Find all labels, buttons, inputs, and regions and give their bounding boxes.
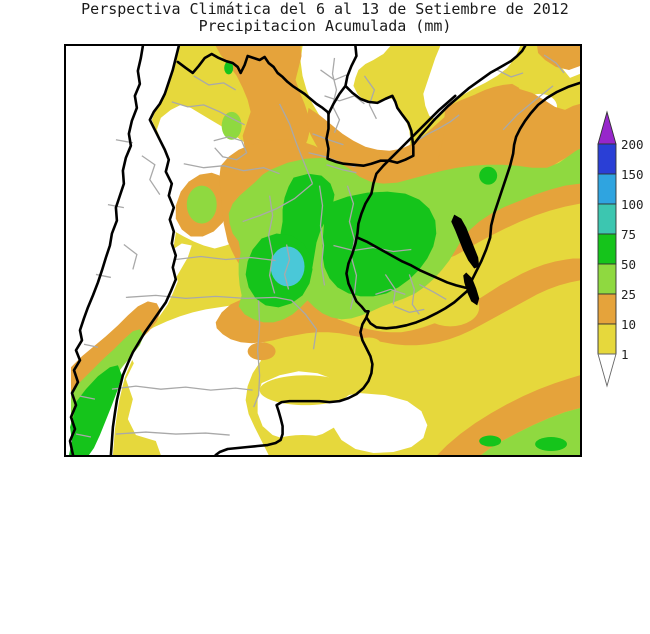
legend-tick-labels: 200 150 100 75 50 25 10 1 (621, 137, 644, 362)
country-borders (68, 46, 580, 455)
legend-label-150: 150 (621, 167, 644, 182)
title-line-2: Precipitacion Acumulada (mm) (198, 17, 452, 35)
legend-label-10: 10 (621, 317, 636, 332)
legend-swatch-10-25 (597, 293, 617, 325)
legend-label-100: 100 (621, 197, 644, 212)
precipitation-map (64, 44, 582, 457)
legend-swatch-50-75 (597, 233, 617, 265)
legend-canvas: 200 150 100 75 50 25 10 1 (597, 110, 644, 388)
precipitation-legend: 200 150 100 75 50 25 10 1 (594, 110, 648, 402)
map-canvas (66, 46, 580, 455)
legend-swatch-150-200 (597, 143, 617, 175)
legend-arrow-below-1 (597, 353, 617, 388)
legend-arrow-above-200 (597, 110, 617, 145)
legend-swatch-1-10 (597, 323, 617, 355)
title-line-1: Perspectiva Climática del 6 al 13 de Set… (81, 0, 569, 18)
legend-label-25: 25 (621, 287, 636, 302)
legend-label-75: 75 (621, 227, 636, 242)
precip-region-1-10mm-patches (259, 288, 480, 455)
legend-swatch-25-50 (597, 263, 617, 295)
legend-label-50: 50 (621, 257, 636, 272)
legend-label-1: 1 (621, 347, 629, 362)
legend-swatch-100-150 (597, 173, 617, 205)
map-title: Perspectiva Climática del 6 al 13 de Set… (0, 0, 650, 35)
province-borders (75, 54, 565, 438)
legend-swatch-75-100 (597, 203, 617, 235)
legend-label-200: 200 (621, 137, 644, 152)
